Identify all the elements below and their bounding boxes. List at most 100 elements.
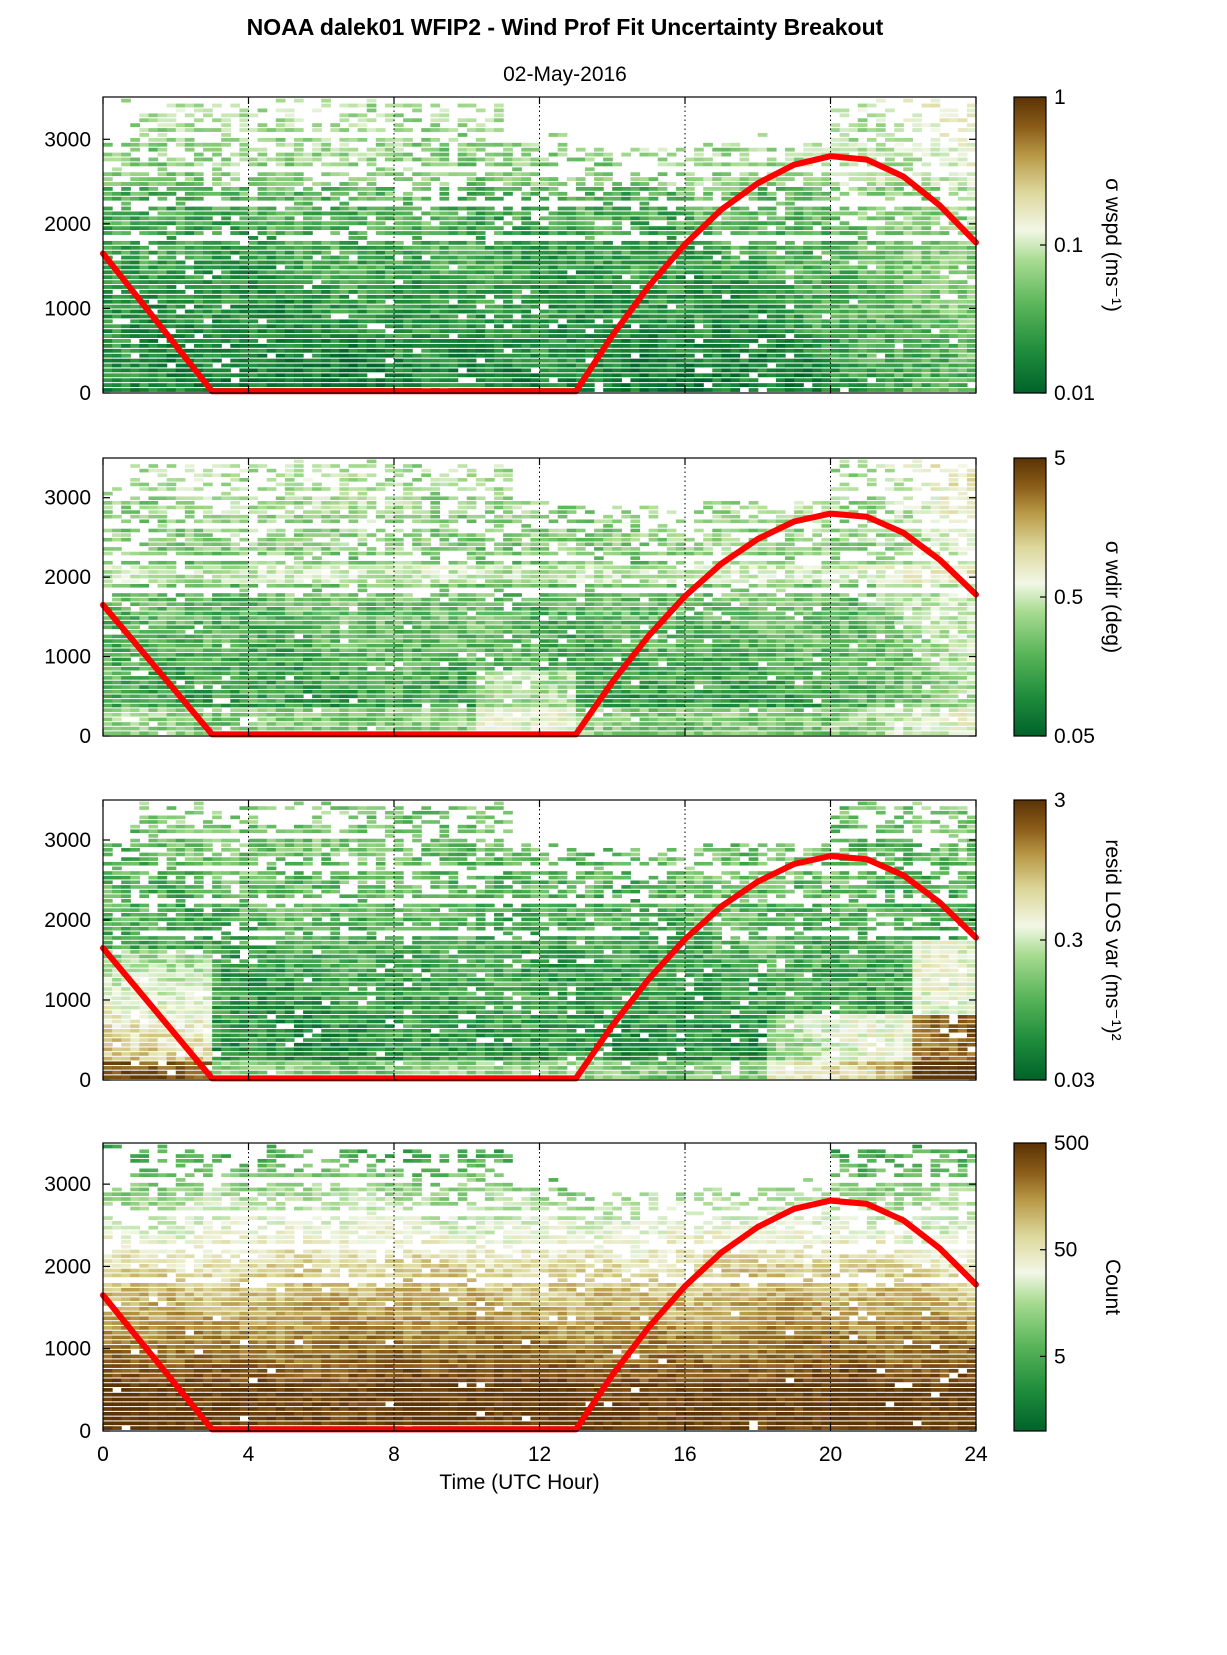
heatmap-cell [512, 383, 522, 388]
heatmap-cell [839, 265, 850, 270]
heatmap-cell [539, 368, 550, 373]
heatmap-cell [121, 304, 131, 309]
heatmap-cell [203, 666, 213, 671]
heatmap-cell [948, 147, 959, 152]
heatmap-cell [175, 648, 186, 653]
heatmap-cell [475, 137, 486, 142]
heatmap-cell [548, 240, 559, 245]
heatmap-cell [239, 353, 250, 358]
heatmap-cell [384, 314, 395, 319]
heatmap-cell [193, 358, 204, 363]
heatmap-cell [366, 383, 377, 388]
heatmap-cell [184, 593, 195, 597]
heatmap-cell [312, 285, 322, 289]
heatmap-cell [857, 108, 868, 113]
heatmap-cell [203, 206, 213, 211]
heatmap-cell [230, 270, 241, 275]
heatmap-cell [303, 275, 313, 280]
heatmap-cell [121, 689, 131, 694]
heatmap-cell [739, 368, 750, 373]
heatmap-cell [939, 309, 950, 314]
heatmap-cell [521, 260, 532, 265]
heatmap-cell [730, 329, 741, 334]
heatmap-cell [230, 319, 241, 324]
heatmap-cell [766, 147, 777, 152]
heatmap-cell [157, 177, 168, 181]
heatmap-cell [148, 348, 159, 353]
heatmap-cell [948, 186, 959, 191]
heatmap-cell [694, 309, 704, 314]
heatmap-cell [103, 343, 113, 348]
heatmap-cell [639, 152, 650, 157]
heatmap-cell [575, 250, 586, 255]
heatmap-cell [148, 240, 159, 245]
heatmap-cell [885, 299, 895, 304]
heatmap-cell [539, 226, 550, 231]
heatmap-cell [748, 368, 759, 373]
heatmap-cell [903, 221, 913, 226]
heatmap-cell [685, 319, 695, 324]
heatmap-cell [130, 574, 140, 579]
heatmap-cell [566, 378, 577, 383]
heatmap-cell [903, 275, 913, 280]
heatmap-cell [603, 240, 613, 245]
heatmap-cell [857, 348, 868, 353]
heatmap-cell [266, 299, 277, 304]
heatmap-cell [939, 157, 950, 162]
heatmap-cell [594, 231, 604, 235]
heatmap-cell [139, 620, 150, 625]
heatmap-cell [657, 353, 668, 358]
heatmap-cell [157, 514, 168, 519]
heatmap-cell [375, 289, 386, 294]
heatmap-cell [866, 383, 877, 388]
heatmap-cell [685, 329, 695, 334]
heatmap-cell [284, 319, 295, 324]
heatmap-cell [512, 304, 522, 309]
heatmap-cell [612, 186, 622, 191]
heatmap-cell [112, 231, 122, 235]
heatmap-cell [621, 280, 632, 285]
heatmap-cell [512, 353, 522, 358]
heatmap-cell [857, 147, 868, 152]
heatmap-cell [284, 373, 295, 378]
heatmap-cell [966, 231, 977, 235]
heatmap-cell [248, 211, 259, 216]
heatmap-cell [857, 329, 868, 334]
heatmap-cell [875, 240, 886, 245]
heatmap-cell [685, 270, 695, 275]
heatmap-cell [394, 260, 404, 265]
heatmap-cell [293, 128, 304, 132]
heatmap-cell [730, 309, 741, 314]
heatmap-cell [521, 324, 532, 329]
heatmap-cell [539, 245, 550, 250]
heatmap-cell [466, 329, 477, 334]
heatmap-cell [912, 334, 923, 338]
heatmap-cell [921, 152, 932, 157]
heatmap-cell [284, 245, 295, 250]
heatmap-cell [757, 299, 768, 304]
heatmap-cell [203, 289, 213, 294]
heatmap-cell [212, 671, 222, 676]
heatmap-cell [475, 265, 486, 270]
heatmap-cell [130, 551, 140, 556]
heatmap-cell [648, 177, 659, 181]
heatmap-cell [957, 334, 968, 338]
heatmap-cell [721, 221, 732, 226]
heatmap-cell [193, 250, 204, 255]
heatmap-cell [812, 289, 823, 294]
heatmap-cell [339, 339, 350, 343]
heatmap-cell [139, 699, 150, 703]
heatmap-cell [112, 226, 122, 231]
heatmap-cell [966, 265, 977, 270]
heatmap-cell [212, 245, 222, 250]
heatmap-cell [193, 245, 204, 250]
heatmap-cell [466, 265, 477, 270]
heatmap-cell [366, 265, 377, 270]
heatmap-cell [403, 177, 413, 181]
heatmap-cell [130, 625, 140, 630]
heatmap-cell [121, 226, 131, 231]
heatmap-cell [594, 162, 604, 167]
heatmap-cell [239, 319, 250, 324]
heatmap-cell [721, 353, 732, 358]
heatmap-cell [339, 162, 350, 167]
